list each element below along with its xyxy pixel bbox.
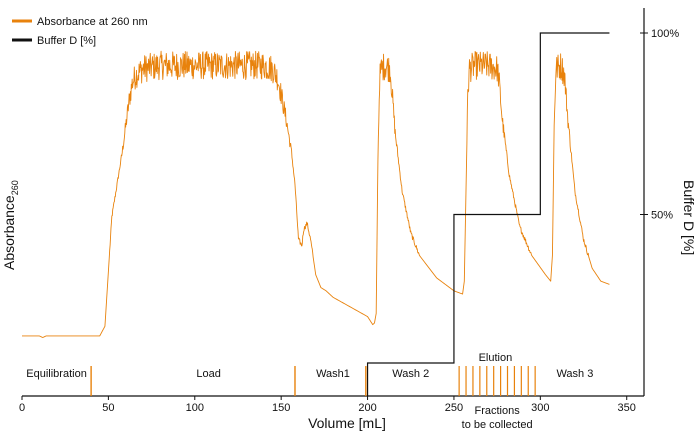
y-axis-left-title: Absorbance260 xyxy=(1,180,20,270)
x-axis-title: Volume [mL] xyxy=(308,415,386,431)
x-tick-label: 350 xyxy=(618,402,636,414)
phase-labels: Equilibration Load Wash1 Wash 2 Elution Wash … xyxy=(26,352,593,396)
x-tick-label: 250 xyxy=(445,402,463,414)
fractions-annotation-line-2: to be collected xyxy=(462,419,533,431)
x-tick-label: 150 xyxy=(272,402,290,414)
phase-label: Wash 2 xyxy=(392,368,429,380)
x-tick-label: 100 xyxy=(186,402,204,414)
y-axis-left-title-sub: 260 xyxy=(10,180,20,195)
y-axis-right-title: Buffer D [%] xyxy=(681,180,697,255)
series-line-absorbance xyxy=(21,50,610,338)
x-tick-label: 300 xyxy=(531,402,549,414)
right-tick-label: 100% xyxy=(651,28,679,40)
phase-label: Load xyxy=(196,368,220,380)
x-tick-label: 0 xyxy=(19,402,25,414)
fractions-annotation: Fractions to be collected xyxy=(462,405,533,431)
phase-label: Wash1 xyxy=(316,368,350,380)
x-tick-label: 50 xyxy=(102,402,114,414)
series-line-buffer xyxy=(366,32,610,396)
right-tick-label: 50% xyxy=(651,210,673,222)
x-tick-label: 200 xyxy=(358,402,376,414)
phase-label: Equilibration xyxy=(26,368,87,380)
series-group xyxy=(21,32,610,396)
x-axis-ticks: 0 50 100 150 200 250 300 350 xyxy=(19,396,636,414)
right-axis-ticks: 50% 100% xyxy=(640,28,679,222)
legend-label-absorbance: Absorbance at 260 nm xyxy=(37,16,148,28)
phase-label: Elution xyxy=(479,352,513,364)
phase-label: Wash 3 xyxy=(556,368,593,380)
legend-label-buffer: Buffer D [%] xyxy=(37,35,96,47)
fractions-annotation-line-1: Fractions xyxy=(475,405,521,417)
legend: Absorbance at 260 nm Buffer D [%] xyxy=(12,16,148,47)
y-axis-left-title-main: Absorbance xyxy=(1,195,17,270)
